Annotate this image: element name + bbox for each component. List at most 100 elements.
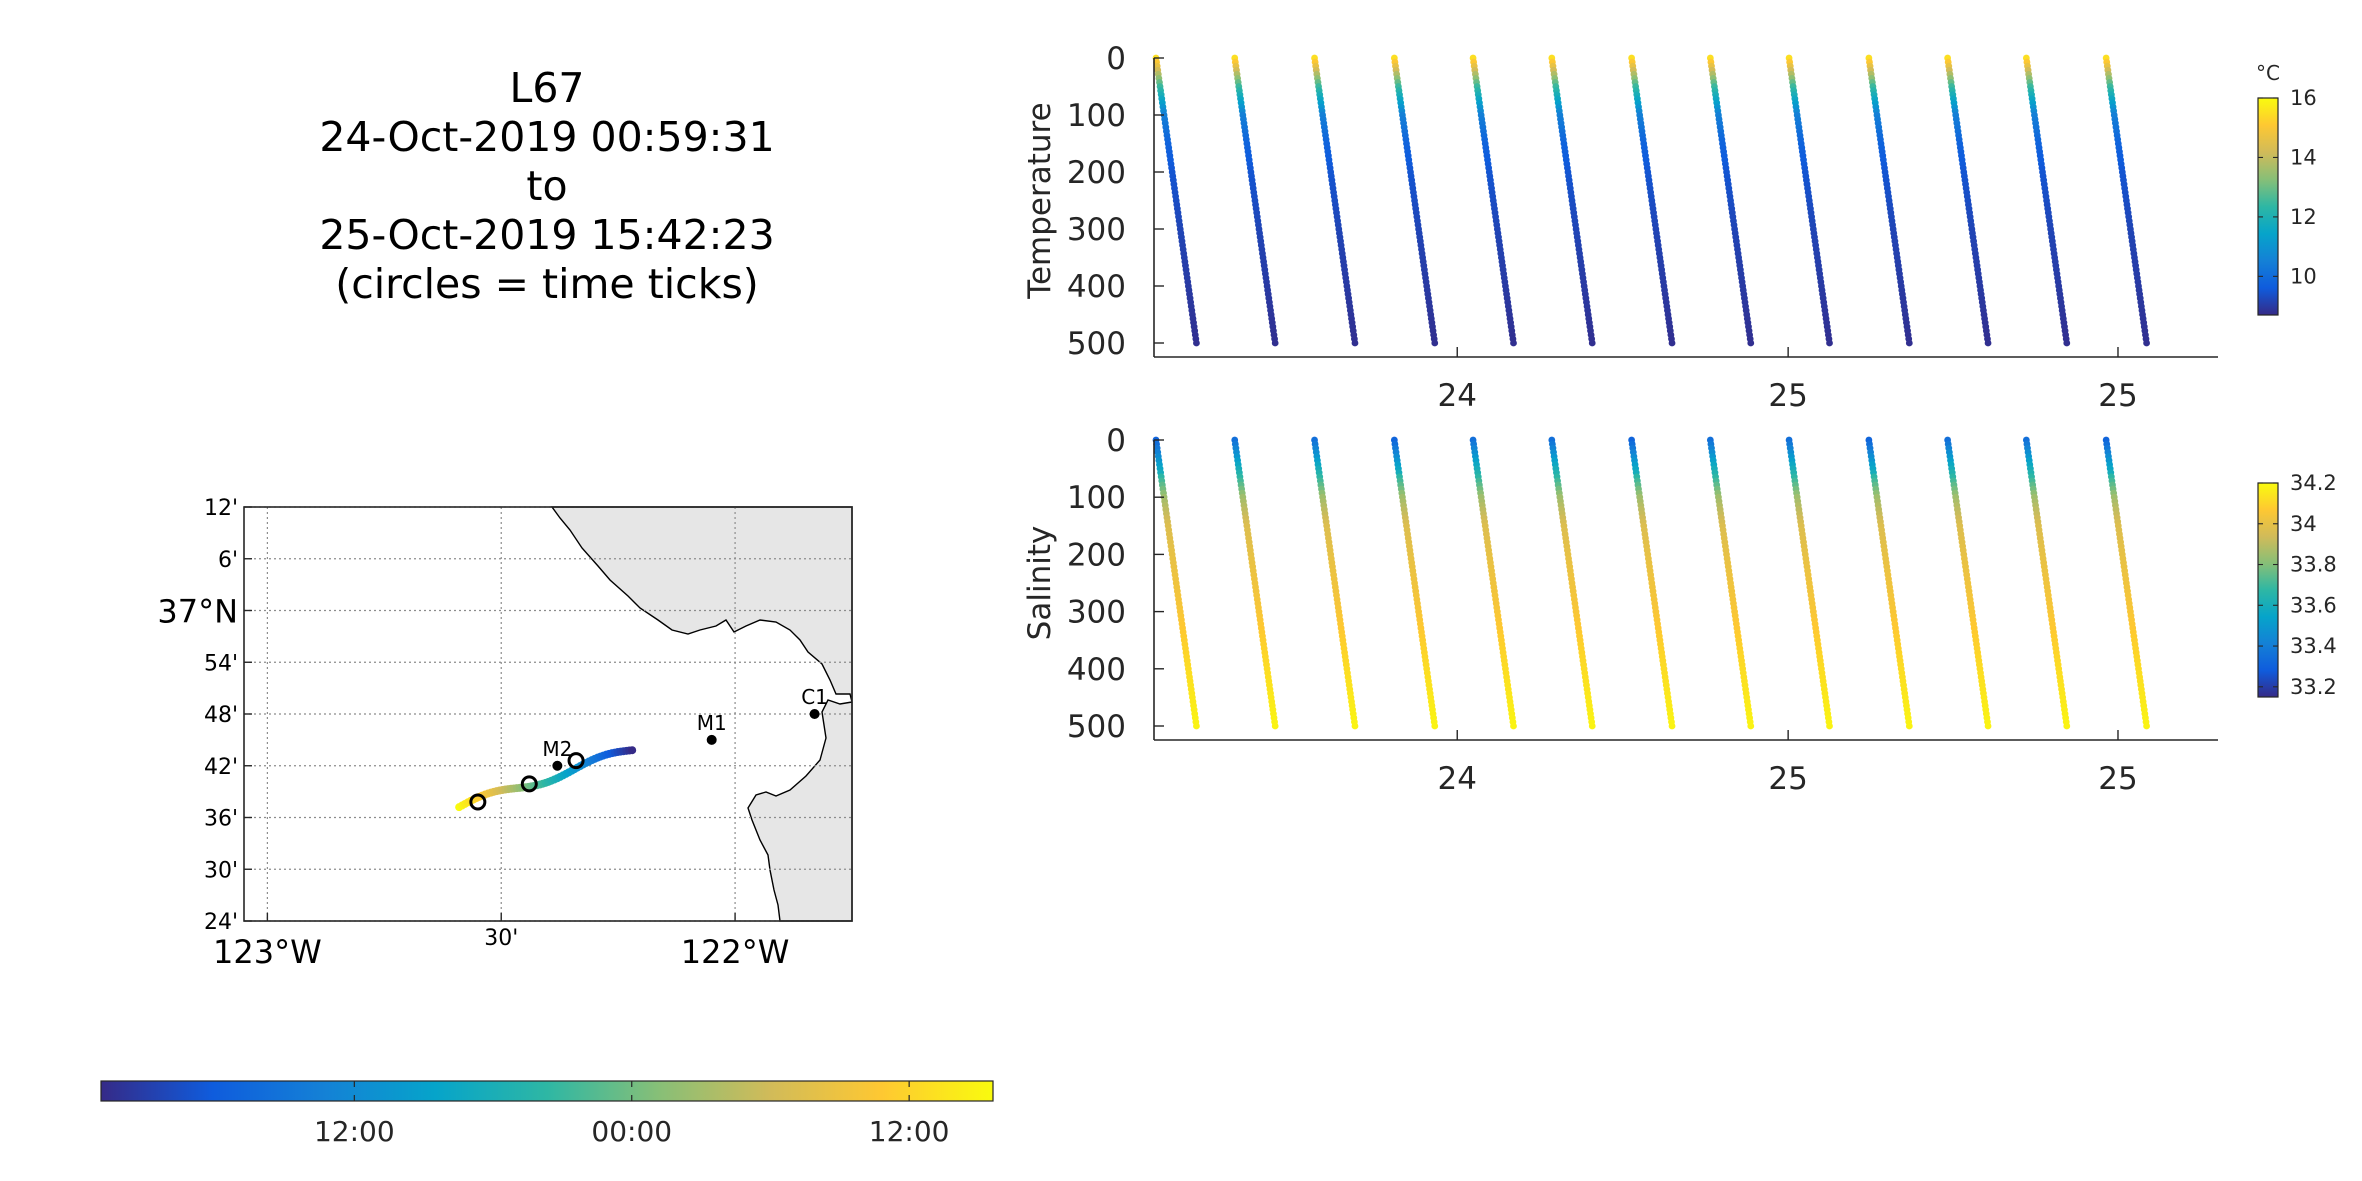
colorbar-gradient — [2257, 482, 2279, 698]
profile-trace — [1548, 436, 1596, 730]
lon-tick-label: 122°W — [681, 933, 790, 971]
profile-trace — [1785, 436, 1833, 730]
colorbar-tick-label: 33.4 — [2290, 634, 2337, 658]
profile-point — [1826, 339, 1833, 347]
colorbar-tick-label: 10 — [2290, 264, 2317, 288]
profile-point — [1193, 722, 1200, 730]
lat-tick-label: 37°N — [157, 593, 238, 631]
profile-point — [1193, 339, 1200, 347]
y-tick-label: 400 — [1067, 652, 1126, 688]
profile-point — [1668, 339, 1676, 347]
profile-point — [2063, 722, 2071, 730]
colorbar-tick-label: 33.8 — [2290, 553, 2337, 577]
y-tick-label: 300 — [1067, 595, 1126, 631]
profile-trace — [1152, 54, 1200, 347]
profile-trace — [1865, 54, 1913, 347]
profile-trace — [1469, 436, 1517, 730]
station-marker — [706, 734, 717, 745]
x-tick-label: 24 — [1438, 378, 1477, 414]
lat-tick-label: 24' — [204, 910, 238, 935]
profile-trace — [1944, 436, 1992, 730]
title-line: (circles = time ticks) — [335, 260, 759, 308]
profile-trace — [1944, 54, 1992, 347]
profile-point — [1588, 339, 1596, 347]
profile-trace — [1706, 54, 1755, 347]
profile-trace — [1311, 54, 1359, 347]
profile-trace — [1390, 436, 1439, 730]
x-tick-label: 25 — [1768, 378, 1807, 414]
profile-point — [1905, 339, 1913, 347]
profile-point — [1431, 722, 1439, 730]
colorbar-tick-label: 33.6 — [2290, 593, 2337, 617]
x-tick-label: 25 — [1768, 761, 1807, 797]
profile-point — [1588, 722, 1596, 730]
time-colorbar-gradient — [100, 1080, 994, 1102]
y-tick-label: 200 — [1067, 155, 1126, 191]
station-marker — [552, 760, 563, 771]
title-line: to — [526, 162, 568, 210]
y-tick-label: 0 — [1106, 41, 1126, 77]
colorbar-tick-label: 34.2 — [2290, 471, 2337, 495]
lat-tick-label: 48' — [204, 703, 238, 728]
title-line: 25-Oct-2019 15:42:23 — [319, 211, 775, 259]
y-axis-label: Salinity — [1022, 526, 1058, 641]
plot-title: L67 24-Oct-2019 00:59:31 to 25-Oct-2019 … — [247, 64, 847, 309]
profile-point — [1271, 722, 1279, 730]
mooring-stations: M1 C1 M2 — [542, 685, 828, 771]
salinity-panel: 0 100 200 300 400 500 24 25 25 Salinity 33.2 33.4 33… — [1022, 423, 2337, 797]
profile-point — [1510, 722, 1517, 730]
profile-trace — [1548, 54, 1596, 347]
time-tick-circle — [469, 793, 487, 811]
y-tick-label: 500 — [1067, 326, 1126, 362]
profile-point — [1905, 722, 1913, 730]
station-label: C1 — [801, 685, 828, 709]
profile-trace — [1469, 54, 1517, 347]
y-tick-label: 0 — [1106, 423, 1126, 459]
y-tick-label: 500 — [1067, 709, 1126, 745]
time-colorbar: 12:00 00:00 12:00 — [100, 1080, 994, 1148]
x-tick-label: 24 — [1438, 761, 1477, 797]
profile-trace — [1311, 436, 1359, 730]
profile-trace — [1706, 436, 1755, 730]
time-colorbar-label: 12:00 — [869, 1115, 950, 1148]
colorbar-tick-label: 34 — [2290, 512, 2317, 536]
y-tick-label: 100 — [1067, 480, 1126, 516]
time-tick-circle — [567, 752, 585, 770]
profile-trace — [1785, 54, 1833, 347]
profile-point — [2143, 339, 2150, 347]
profile-trace — [1231, 54, 1279, 347]
profile-trace — [1628, 436, 1676, 730]
colorbar-tick-label: 16 — [2290, 86, 2317, 110]
profile-point — [1351, 339, 1359, 347]
profile-point — [1826, 722, 1833, 730]
station-label: M1 — [697, 711, 727, 735]
profile-trace — [1231, 436, 1279, 730]
colorbar-tick-label: 33.2 — [2290, 675, 2337, 699]
profile-trace — [1865, 436, 1913, 730]
colorbar-tick-label: 12 — [2290, 205, 2317, 229]
profile-trace — [1390, 54, 1439, 347]
profile-point — [1510, 339, 1517, 347]
lon-tick-label: 30' — [484, 926, 518, 951]
time-colorbar-label: 00:00 — [591, 1115, 672, 1148]
profile-trace — [2102, 54, 2150, 347]
temperature-panel: 0 100 200 300 400 500 24 25 25 Temperature 10 12 14 1… — [1022, 41, 2317, 414]
lat-tick-label: 12' — [204, 496, 238, 521]
time-tick-circle — [520, 775, 538, 793]
profile-point — [1984, 722, 1992, 730]
lat-tick-label: 54' — [204, 651, 238, 676]
profile-point — [1984, 339, 1992, 347]
lat-tick-label: 42' — [204, 755, 238, 780]
y-tick-label: 400 — [1067, 269, 1126, 305]
profile-point — [1431, 339, 1439, 347]
profile-trace — [1628, 54, 1676, 347]
profile-point — [2143, 722, 2150, 730]
colorbar-tick-label: 14 — [2290, 145, 2317, 169]
profile-point — [1668, 722, 1676, 730]
time-colorbar-label: 12:00 — [314, 1115, 395, 1148]
y-tick-label: 300 — [1067, 212, 1126, 248]
colorbar-gradient — [2257, 97, 2279, 316]
profile-trace — [2022, 436, 2071, 730]
lon-tick-label: 123°W — [213, 933, 322, 971]
